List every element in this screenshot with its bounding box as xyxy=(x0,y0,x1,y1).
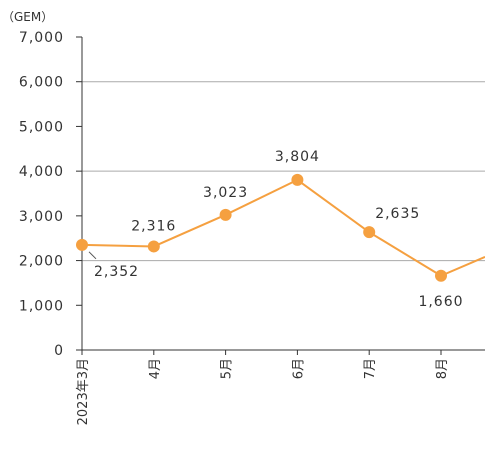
y-axis-ticks: 0 1,000 2,000 3,000 4,000 5,000 6,000 7,000 xyxy=(19,30,82,359)
data-points xyxy=(76,173,447,282)
y-tick-label: 1,000 xyxy=(19,298,64,314)
x-tick-label: 4月 xyxy=(148,358,163,379)
data-label: 2,316 xyxy=(131,218,176,234)
y-tick-label: 6,000 xyxy=(19,75,64,91)
data-label: 3,023 xyxy=(203,185,248,201)
x-axis-ticks: 2023年3月 4月 5月 6月 7月 8月 xyxy=(76,350,450,425)
x-tick-label: 7月 xyxy=(363,358,378,379)
data-labels: 2,352 2,316 3,023 3,804 2,635 1,660 xyxy=(88,149,463,310)
data-label: 2,635 xyxy=(375,206,420,222)
data-point xyxy=(76,238,88,251)
data-label-leader xyxy=(88,251,97,260)
x-tick-label: 6月 xyxy=(291,358,306,379)
data-point xyxy=(363,226,376,239)
data-point xyxy=(435,269,447,282)
data-point xyxy=(291,173,304,186)
y-tick-label: 0 xyxy=(54,343,64,359)
x-tick-label: 2023年3月 xyxy=(76,358,91,425)
y-axis-unit-label: （GEM） xyxy=(2,10,53,24)
y-tick-label: 5,000 xyxy=(19,119,64,135)
y-tick-label: 3,000 xyxy=(19,209,64,225)
data-label: 3,804 xyxy=(275,149,320,165)
data-point xyxy=(147,240,160,253)
y-tick-label: 7,000 xyxy=(19,30,64,46)
data-label: 1,660 xyxy=(418,294,463,310)
data-point xyxy=(219,208,232,221)
x-tick-label: 8月 xyxy=(435,358,450,379)
y-tick-label: 2,000 xyxy=(19,254,64,270)
data-label: 2,352 xyxy=(94,264,139,280)
x-tick-label: 5月 xyxy=(220,358,235,379)
y-tick-label: 4,000 xyxy=(19,164,64,180)
